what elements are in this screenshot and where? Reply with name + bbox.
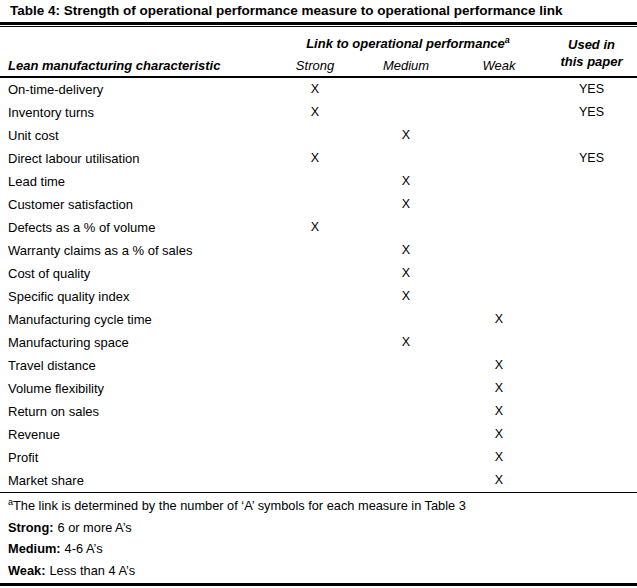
characteristic-cell: Unit cost	[0, 128, 270, 143]
table-body: On-time-delivery X YES Inventory turns X…	[0, 78, 637, 492]
footnote-strong-definition: Strong: 6 or more A’s	[8, 517, 637, 539]
link-header-superscript: a	[505, 35, 510, 45]
medium-mark-cell: X	[360, 128, 452, 142]
table-row: On-time-delivery X YES	[0, 78, 637, 101]
medium-mark-cell: X	[360, 174, 452, 188]
table-row: Volume flexibility X	[0, 377, 637, 400]
column-header-weak: Weak	[452, 58, 546, 76]
weak-mark-cell: X	[452, 450, 546, 464]
table-row: Market share X	[0, 469, 637, 492]
table-row: Revenue X	[0, 423, 637, 446]
footnote-weak-term: Weak:	[8, 563, 45, 578]
characteristic-cell: Manufacturing cycle time	[0, 312, 270, 327]
footnote-weak-text: Less than 4 A’s	[49, 563, 135, 578]
weak-mark-cell: X	[452, 473, 546, 487]
column-header-strong: Strong	[270, 58, 360, 76]
used-header-line1: Used in	[546, 36, 637, 53]
characteristic-cell: Profit	[0, 450, 270, 465]
bottom-rule	[0, 583, 637, 586]
characteristic-cell: Specific quality index	[0, 289, 270, 304]
medium-mark-cell: X	[360, 197, 452, 211]
footnote-medium-text: 4-6 A’s	[65, 541, 103, 556]
weak-mark-cell: X	[452, 381, 546, 395]
table-row: Warranty claims as a % of sales X	[0, 239, 637, 262]
link-header-text: Link to operational performance	[306, 36, 505, 51]
characteristic-cell: Customer satisfaction	[0, 197, 270, 212]
column-header-used-in-paper: Used in this paper	[546, 34, 637, 70]
characteristic-cell: Lead time	[0, 174, 270, 189]
medium-mark-cell: X	[360, 335, 452, 349]
table-row: Manufacturing cycle time X	[0, 308, 637, 331]
characteristic-cell: Volume flexibility	[0, 381, 270, 396]
table-row: Inventory turns X YES	[0, 101, 637, 124]
column-header-characteristic: Lean manufacturing characteristic	[0, 58, 270, 76]
characteristic-cell: Market share	[0, 473, 270, 488]
medium-mark-cell: X	[360, 289, 452, 303]
weak-mark-cell: X	[452, 427, 546, 441]
strong-mark-cell: X	[270, 151, 360, 165]
table-row: Specific quality index X	[0, 285, 637, 308]
medium-mark-cell: X	[360, 266, 452, 280]
used-cell: YES	[546, 82, 637, 96]
characteristic-cell: Cost of quality	[0, 266, 270, 281]
table-row: Lead time X	[0, 170, 637, 193]
characteristic-cell: Travel distance	[0, 358, 270, 373]
table-row: Cost of quality X	[0, 262, 637, 285]
table-row: Defects as a % of volume X	[0, 216, 637, 239]
weak-mark-cell: X	[452, 404, 546, 418]
footnotes: aThe link is determined by the number of…	[0, 493, 637, 581]
footnote-medium-definition: Medium: 4-6 A’s	[8, 538, 637, 560]
strong-mark-cell: X	[270, 220, 360, 234]
table-row: Return on sales X	[0, 400, 637, 423]
footnote-strong-text: 6 or more A’s	[58, 520, 132, 535]
characteristic-cell: Direct labour utilisation	[0, 151, 270, 166]
footnote-link-note: aThe link is determined by the number of…	[8, 495, 637, 517]
footnote-strong-term: Strong:	[8, 520, 54, 535]
table-row: Profit X	[0, 446, 637, 469]
table-row: Manufacturing space X	[0, 331, 637, 354]
column-header-link: Link to operational performancea	[270, 35, 546, 51]
characteristic-cell: Manufacturing space	[0, 335, 270, 350]
footnote-weak-definition: Weak: Less than 4 A’s	[8, 560, 637, 582]
table-header: Lean manufacturing characteristic Link t…	[0, 27, 637, 76]
table-row: Travel distance X	[0, 354, 637, 377]
characteristic-cell: On-time-delivery	[0, 82, 270, 97]
weak-mark-cell: X	[452, 312, 546, 326]
characteristic-cell: Revenue	[0, 427, 270, 442]
table-row: Customer satisfaction X	[0, 193, 637, 216]
column-header-medium: Medium	[360, 58, 452, 76]
strong-mark-cell: X	[270, 82, 360, 96]
paper-table-page: Table 4: Strength of operational perform…	[0, 0, 637, 588]
used-cell: YES	[546, 151, 637, 165]
table-row: Direct labour utilisation X YES	[0, 147, 637, 170]
weak-mark-cell: X	[452, 358, 546, 372]
characteristic-cell: Inventory turns	[0, 105, 270, 120]
medium-mark-cell: X	[360, 243, 452, 257]
characteristic-cell: Defects as a % of volume	[0, 220, 270, 235]
footnote-note-text: The link is determined by the number of …	[13, 498, 466, 513]
table-row: Unit cost X	[0, 124, 637, 147]
footnote-medium-term: Medium:	[8, 541, 61, 556]
characteristic-cell: Warranty claims as a % of sales	[0, 243, 270, 258]
used-header-line2: this paper	[546, 53, 637, 70]
strong-mark-cell: X	[270, 105, 360, 119]
characteristic-cell: Return on sales	[0, 404, 270, 419]
table-title: Table 4: Strength of operational perform…	[0, 0, 637, 20]
used-cell: YES	[546, 105, 637, 119]
